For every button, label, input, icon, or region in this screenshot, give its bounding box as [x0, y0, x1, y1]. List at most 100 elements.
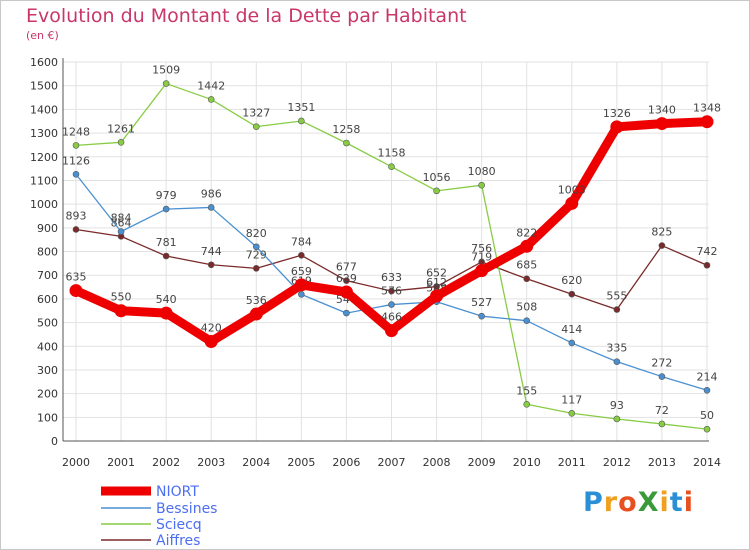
data-point-bessines — [343, 309, 350, 317]
data-label-sciecq: 1327 — [242, 107, 270, 120]
data-label-sciecq: 1442 — [197, 79, 225, 92]
data-point-sciecq — [658, 420, 666, 428]
data-point-sciecq — [162, 80, 170, 87]
y-tick-label: 1200 — [30, 151, 58, 164]
data-point-aiffres — [388, 287, 395, 295]
data-label-niort: 1003 — [558, 183, 586, 196]
data-point-bessines — [388, 301, 395, 308]
data-point-sciecq — [478, 181, 485, 189]
data-label-sciecq: 72 — [655, 404, 669, 417]
chart-subtitle: (en €) — [26, 29, 59, 42]
data-label-aiffres: 633 — [381, 271, 402, 284]
data-point-niort — [159, 306, 173, 320]
data-label-aiffres: 742 — [697, 245, 718, 258]
data-point-niort — [700, 115, 714, 129]
legend-label-sciecq: Sciecq — [156, 517, 202, 533]
data-label-bessines: 214 — [697, 370, 718, 383]
data-label-niort: 420 — [201, 322, 222, 335]
x-tick-label: 2014 — [693, 456, 721, 469]
data-point-aiffres — [568, 290, 576, 298]
data-point-niort — [339, 285, 353, 299]
data-point-bessines — [162, 205, 170, 213]
data-label-niort: 629 — [336, 272, 357, 285]
data-label-sciecq: 1056 — [423, 171, 451, 184]
data-label-aiffres: 620 — [561, 274, 582, 287]
x-tick-label: 2009 — [468, 456, 496, 469]
x-tick-label: 2010 — [513, 456, 541, 469]
y-tick-label: 200 — [37, 388, 58, 401]
data-point-niort — [249, 307, 263, 321]
data-point-sciecq — [298, 117, 305, 125]
data-point-sciecq — [568, 409, 576, 417]
data-label-bessines: 414 — [561, 323, 582, 336]
data-point-aiffres — [298, 251, 305, 259]
data-point-aiffres — [162, 252, 170, 260]
data-point-sciecq — [343, 139, 350, 147]
data-point-niort — [294, 278, 308, 292]
data-label-aiffres: 685 — [516, 259, 537, 272]
x-tick-label: 2008 — [423, 456, 451, 469]
data-label-bessines: 527 — [471, 296, 492, 309]
y-tick-label: 300 — [37, 364, 58, 377]
y-tick-label: 100 — [37, 411, 58, 424]
data-label-sciecq: 1258 — [332, 123, 360, 136]
y-tick-label: 800 — [37, 246, 58, 259]
data-label-niort: 550 — [111, 291, 132, 304]
data-point-aiffres — [343, 277, 350, 284]
x-tick-label: 2002 — [152, 456, 180, 469]
data-point-aiffres — [703, 261, 711, 269]
x-tick-label: 2005 — [287, 456, 315, 469]
proxiti-logo: ProXiti — [583, 487, 694, 518]
data-label-sciecq: 1248 — [62, 125, 90, 138]
data-label-sciecq: 50 — [700, 409, 714, 422]
data-label-bessines: 272 — [651, 357, 672, 370]
data-point-sciecq — [388, 163, 395, 170]
data-label-sciecq: 117 — [561, 393, 582, 406]
data-label-bessines: 576 — [381, 285, 402, 298]
x-tick-label: 2003 — [197, 456, 225, 469]
legend-label-bessines: Bessines — [156, 501, 217, 517]
data-label-niort: 540 — [156, 293, 177, 306]
data-point-niort — [430, 289, 444, 303]
data-point-aiffres — [523, 275, 531, 283]
data-label-aiffres: 893 — [66, 209, 87, 222]
data-point-sciecq — [613, 415, 621, 423]
data-label-aiffres: 652 — [426, 267, 447, 280]
data-label-sciecq: 1351 — [287, 101, 315, 114]
data-label-sciecq: 1509 — [152, 64, 180, 77]
data-label-aiffres: 677 — [336, 261, 357, 274]
data-point-niort — [204, 335, 218, 349]
data-label-sciecq: 1261 — [107, 122, 135, 135]
data-point-bessines — [523, 317, 531, 324]
data-label-niort: 1340 — [648, 104, 676, 117]
data-label-bessines: 884 — [111, 212, 132, 225]
data-point-bessines — [478, 312, 485, 320]
x-tick-label: 2011 — [558, 456, 586, 469]
y-tick-label: 1500 — [30, 80, 58, 93]
logo-letter: X — [637, 487, 660, 518]
data-label-bessines: 335 — [606, 342, 627, 355]
data-label-niort: 1326 — [603, 107, 631, 120]
data-point-bessines — [658, 373, 666, 380]
y-tick-label: 700 — [37, 269, 58, 282]
data-label-aiffres: 825 — [651, 226, 672, 239]
data-point-niort — [565, 196, 579, 210]
y-tick-label: 1600 — [30, 56, 58, 69]
y-tick-label: 400 — [37, 340, 58, 353]
data-label-aiffres: 555 — [606, 290, 627, 303]
data-point-bessines — [252, 243, 260, 251]
logo-letter: r — [603, 487, 619, 518]
data-point-bessines — [117, 228, 125, 235]
x-tick-label: 2001 — [107, 456, 135, 469]
data-label-bessines: 979 — [156, 189, 177, 202]
logo-letter: i — [659, 487, 670, 518]
data-point-niort — [520, 239, 534, 253]
data-label-sciecq: 1158 — [378, 147, 406, 160]
data-point-aiffres — [252, 265, 260, 272]
logo-letter: P — [583, 487, 604, 518]
y-tick-label: 500 — [37, 317, 58, 330]
y-tick-label: 600 — [37, 293, 58, 306]
data-label-niort: 822 — [516, 226, 537, 239]
x-tick-label: 2013 — [648, 456, 676, 469]
